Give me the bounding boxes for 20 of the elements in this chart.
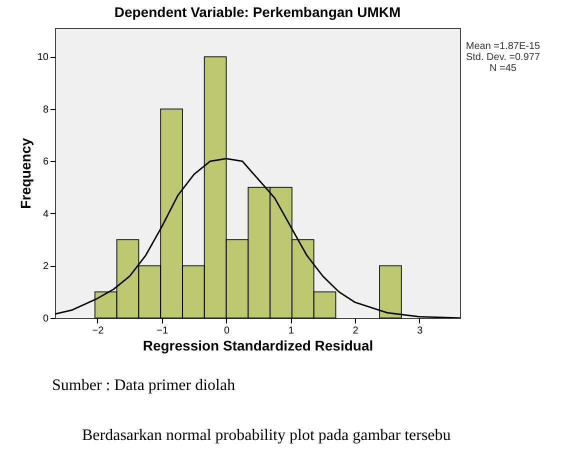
y-tick-label: 6 [42,156,49,168]
y-tick-label: 8 [42,104,49,116]
text: Mean =1.87E-15 [466,41,541,52]
text: Sumber : Data primer diolah [52,377,236,394]
x-tick-label: 2 [352,326,359,336]
x-tick-label: 0 [224,326,230,336]
text: N =45 [490,63,517,74]
text: Berdasarkan normal probability plot pada gambar tersebu [82,427,451,444]
x-tick-label: 3 [417,326,424,336]
y-axis-title: Frequency [17,138,34,209]
x-tick-label: −1 [156,326,169,336]
chart-title: Dependent Variable: Perkembangan UMKM [114,4,401,20]
y-tick-label: 10 [37,52,49,64]
x-tick-label: −2 [92,326,104,336]
y-tick-label: 4 [42,208,49,220]
y-tick-label: 2 [42,261,49,272]
y-tick-label: 0 [42,314,49,324]
x-axis-title: Regression Standardized Residual [142,338,374,354]
text: Std. Dev. =0.977 [466,52,540,63]
x-tick-label: 1 [288,326,294,336]
